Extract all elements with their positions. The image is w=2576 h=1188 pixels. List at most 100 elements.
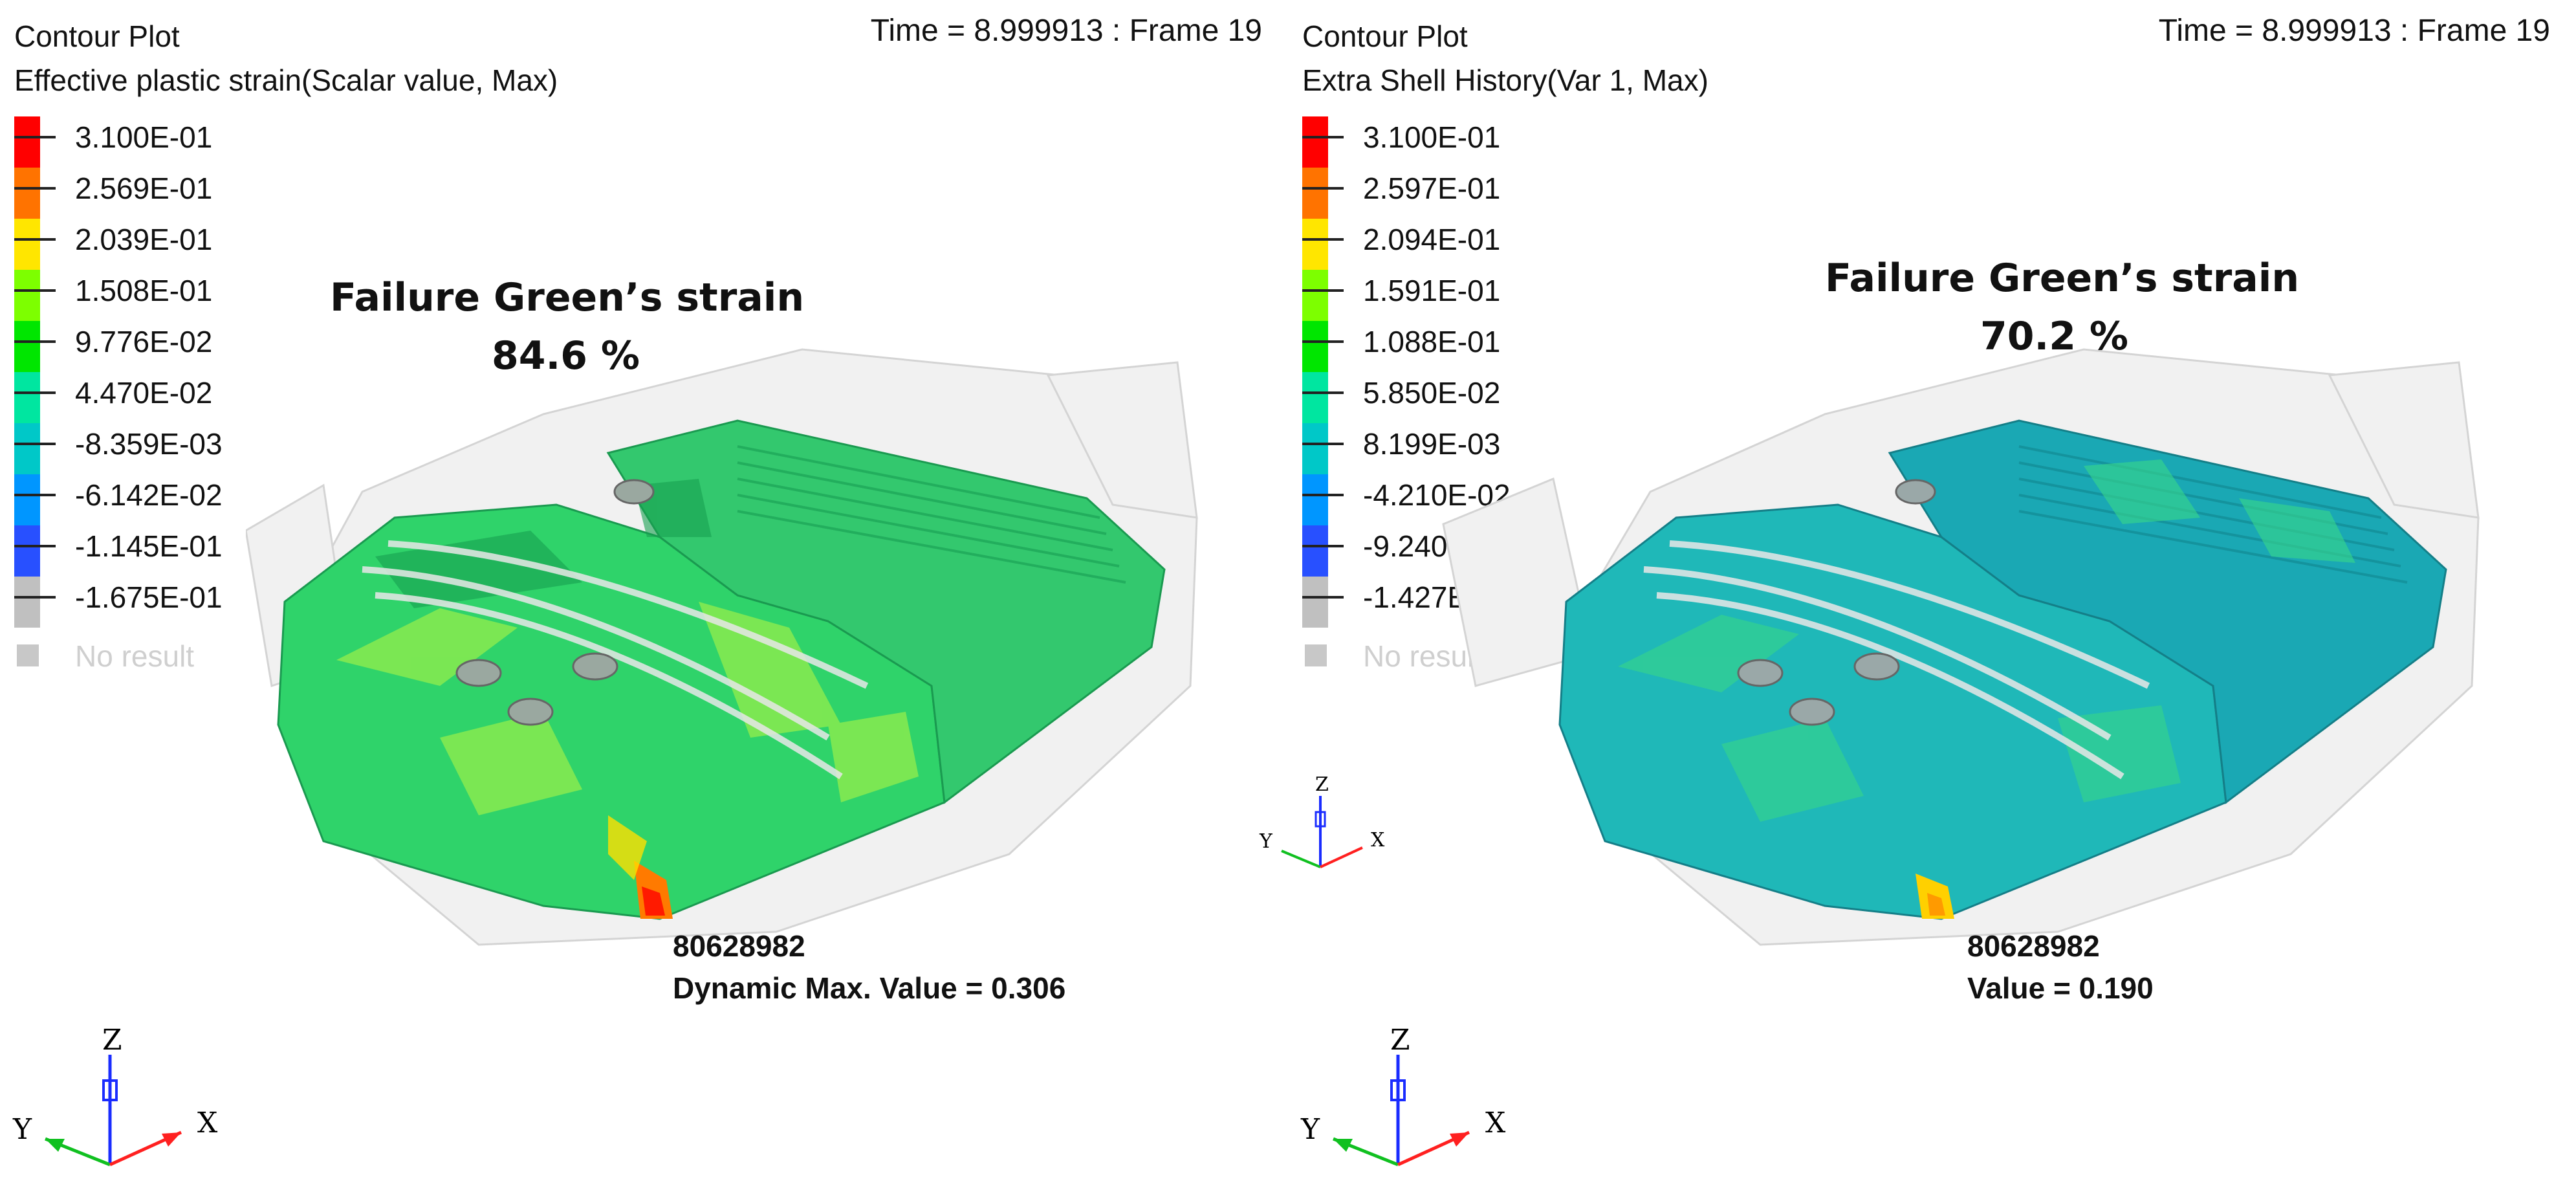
tank-right-body <box>606 419 1166 804</box>
no-result-swatch <box>1305 644 1327 666</box>
legend-entry: 1.591E-01 <box>1302 270 1574 321</box>
failure-strain-label: Failure Green’s strain <box>1825 256 2300 301</box>
legend-entry: 2.094E-01 <box>1302 219 1574 270</box>
legend-color-swatch <box>14 219 40 270</box>
legend-tick <box>1302 391 1344 394</box>
legend-color-swatch <box>1302 321 1328 372</box>
legend-tick <box>14 545 56 547</box>
legend-tick <box>14 494 56 496</box>
result-type-label: Effective plastic strain(Scalar value, M… <box>14 63 558 97</box>
legend-entry: 1.508E-01 <box>14 270 286 321</box>
legend-color-swatch <box>14 321 40 372</box>
failure-strain-value: 84.6 % <box>492 333 640 379</box>
legend-tick <box>14 238 56 241</box>
legend-color-swatch <box>14 116 40 168</box>
legend-color-swatch <box>1302 525 1328 577</box>
legend-entry: -4.210E-02 <box>1302 474 1574 525</box>
legend-label: -8.359E-03 <box>75 427 223 461</box>
legend-tick <box>1302 443 1344 445</box>
legend-label: 1.088E-01 <box>1363 325 1501 358</box>
legend-tick <box>14 289 56 292</box>
legend-tick <box>1302 596 1344 599</box>
legend-tick <box>1302 545 1344 547</box>
legend-color-swatch <box>14 577 40 628</box>
max-value-readout: Dynamic Max. Value = 0.306 <box>673 971 1066 1005</box>
legend-entry: 1.088E-01 <box>1302 321 1574 372</box>
y-axis-label: Y <box>12 1113 32 1146</box>
z-axis-label: Z <box>1315 773 1329 796</box>
legend-entry: -6.142E-02 <box>14 474 286 525</box>
legend-color-swatch <box>1302 372 1328 423</box>
axis-triad-small: Z Y X <box>1259 773 1385 868</box>
legend-entry: 3.100E-01 <box>1302 116 1574 168</box>
legend-entry: -1.145E-01 <box>14 525 286 577</box>
legend-label: 3.100E-01 <box>1363 120 1501 154</box>
legend-color-swatch <box>1302 577 1328 628</box>
legend-tick <box>14 596 56 599</box>
legend-entry: 4.470E-02 <box>14 372 286 423</box>
legend-color-swatch <box>14 423 40 474</box>
legend-label: 4.470E-02 <box>75 376 213 410</box>
legend-label: 2.569E-01 <box>75 171 213 205</box>
axis-triad: Z Y X <box>1300 1024 1506 1167</box>
x-axis-label: X <box>1371 829 1385 852</box>
no-result-label: No result <box>75 639 195 673</box>
x-axis-label: X <box>197 1106 218 1139</box>
legend-entry: -1.675E-01 <box>14 577 286 628</box>
node-id-label: 80628982 <box>1967 929 2100 963</box>
legend-tick <box>14 136 56 138</box>
y-axis-label: Y <box>1300 1113 1320 1146</box>
legend-tick <box>14 443 56 445</box>
legend-label: 9.776E-02 <box>75 325 213 358</box>
legend-label: 1.591E-01 <box>1363 274 1501 307</box>
legend-tick <box>14 391 56 394</box>
no-result-label: No result <box>1363 639 1483 673</box>
z-axis-label: Z <box>1390 1024 1410 1057</box>
node-id-label: 80628982 <box>673 929 805 963</box>
contour-legend: 3.100E-01 2.569E-01 2.039E-01 1.508E-01 9.77… <box>14 116 286 674</box>
legend-color-swatch <box>14 525 40 577</box>
x-axis-label: X <box>1485 1106 1506 1139</box>
legend-entry: 3.100E-01 <box>14 116 286 168</box>
legend-tick <box>1302 238 1344 241</box>
legend-label: -1.145E-01 <box>75 529 223 563</box>
z-axis-label: Z <box>102 1024 122 1057</box>
legend-color-swatch <box>14 474 40 525</box>
legend-color-swatch <box>1302 116 1328 168</box>
legend-label: 5.850E-02 <box>1363 376 1501 410</box>
legend-entry: -8.359E-03 <box>14 423 286 474</box>
legend-tick <box>1302 340 1344 343</box>
legend-label: -1.675E-01 <box>75 580 223 614</box>
fuel-tank-model-right <box>1442 348 2480 946</box>
legend-tick <box>1302 136 1344 138</box>
legend-color-swatch <box>1302 168 1328 219</box>
no-result-swatch <box>17 644 39 666</box>
legend-label: 3.100E-01 <box>75 120 213 154</box>
legend-color-swatch <box>1302 423 1328 474</box>
right-plot-panel: Contour Plot Extra Shell History(Var 1, … <box>1259 0 2576 1188</box>
legend-tick <box>1302 494 1344 496</box>
failure-strain-label: Failure Green’s strain <box>330 275 805 320</box>
legend-entry: 5.850E-02 <box>1302 372 1574 423</box>
legend-entry: 2.569E-01 <box>14 168 286 219</box>
value-readout: Value = 0.190 <box>1967 971 2154 1005</box>
hot-spot <box>634 861 673 919</box>
no-result-entry: No result <box>1302 635 1574 674</box>
legend-color-swatch <box>14 168 40 219</box>
legend-entry: 2.597E-01 <box>1302 168 1574 219</box>
legend-label: 2.597E-01 <box>1363 171 1501 205</box>
legend-color-swatch <box>1302 474 1328 525</box>
legend-entry: 9.776E-02 <box>14 321 286 372</box>
result-type-label: Extra Shell History(Var 1, Max) <box>1302 63 1708 97</box>
legend-color-swatch <box>1302 219 1328 270</box>
no-result-entry: No result <box>14 635 286 674</box>
legend-label: 2.094E-01 <box>1363 223 1501 256</box>
plot-title: Contour Plot <box>14 19 180 53</box>
left-plot-panel: Contour Plot Effective plastic strain(Sc… <box>12 14 1262 1167</box>
legend-color-swatch <box>14 270 40 321</box>
y-axis-label: Y <box>1259 830 1273 853</box>
legend-tick <box>1302 187 1344 190</box>
legend-tick <box>1302 289 1344 292</box>
legend-label: 8.199E-03 <box>1363 427 1501 461</box>
legend-color-swatch <box>14 372 40 423</box>
